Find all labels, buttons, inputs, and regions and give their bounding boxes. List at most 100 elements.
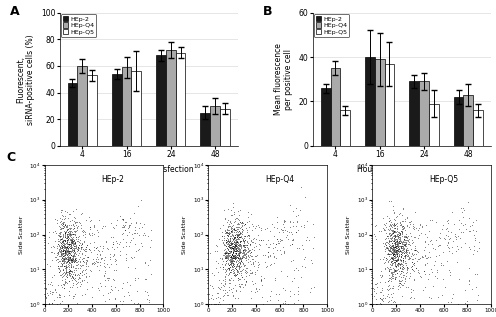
Point xyxy=(69,264,77,269)
Point xyxy=(221,227,229,232)
Point xyxy=(237,220,245,225)
Point xyxy=(70,248,78,253)
Point xyxy=(227,246,235,251)
Point xyxy=(60,255,67,260)
Point xyxy=(205,291,213,296)
Point xyxy=(236,252,244,257)
Point xyxy=(75,273,83,278)
Point xyxy=(238,227,246,232)
Point xyxy=(68,218,76,223)
Point xyxy=(387,245,395,250)
Point xyxy=(66,255,74,260)
Point xyxy=(57,225,65,230)
Point xyxy=(230,240,238,245)
Bar xyxy=(156,55,166,146)
Point xyxy=(442,233,450,238)
Point xyxy=(62,250,69,255)
Point xyxy=(232,250,240,256)
Point xyxy=(60,267,67,272)
Point xyxy=(235,231,243,236)
Point xyxy=(241,239,248,244)
Point xyxy=(135,247,143,252)
Point xyxy=(240,253,248,258)
Point xyxy=(402,248,410,253)
Point xyxy=(390,228,398,233)
Point xyxy=(118,301,126,306)
Point xyxy=(465,216,473,221)
X-axis label: Hours post-transfection: Hours post-transfection xyxy=(103,165,194,173)
Point xyxy=(76,254,84,259)
Point xyxy=(381,230,389,236)
Point xyxy=(227,244,235,249)
Point xyxy=(422,240,430,245)
Point xyxy=(73,225,81,230)
Point xyxy=(71,272,79,277)
Point xyxy=(230,263,238,268)
Point xyxy=(417,230,425,235)
Point xyxy=(67,238,75,243)
Point xyxy=(70,231,78,236)
Point xyxy=(66,244,74,249)
Point xyxy=(48,301,56,306)
Point xyxy=(436,236,444,241)
Point xyxy=(230,247,238,252)
Point xyxy=(405,256,413,261)
Point xyxy=(54,251,62,256)
Point xyxy=(63,224,71,229)
Point xyxy=(229,245,237,250)
Point xyxy=(226,245,234,250)
Point xyxy=(226,255,234,260)
Point xyxy=(388,249,396,255)
Point xyxy=(232,249,240,254)
Point xyxy=(240,233,248,238)
Point xyxy=(74,279,82,284)
Point xyxy=(67,244,75,249)
Point xyxy=(68,243,76,248)
Point xyxy=(473,298,481,303)
Point xyxy=(392,249,400,254)
Point xyxy=(69,254,77,259)
Point xyxy=(376,256,384,262)
Point xyxy=(85,274,93,279)
Point xyxy=(239,256,247,261)
Point xyxy=(392,263,400,268)
Point xyxy=(443,218,451,223)
Point xyxy=(231,256,239,261)
Point xyxy=(393,232,401,237)
Point xyxy=(78,229,86,234)
Point xyxy=(448,245,456,250)
Point xyxy=(61,279,69,284)
Point xyxy=(395,232,403,237)
Point xyxy=(236,256,244,261)
Point xyxy=(394,287,402,292)
Point xyxy=(401,258,409,263)
Point xyxy=(61,256,68,261)
Point xyxy=(395,211,403,217)
Point xyxy=(394,247,402,252)
Point xyxy=(402,238,410,243)
Point xyxy=(57,254,65,259)
Point xyxy=(222,261,230,266)
Point xyxy=(239,261,247,266)
Point xyxy=(241,248,249,253)
Point xyxy=(239,284,247,289)
Point xyxy=(389,252,397,257)
Point xyxy=(237,230,245,236)
Point xyxy=(385,226,393,231)
Point xyxy=(389,228,397,233)
Point xyxy=(234,209,242,214)
Point xyxy=(229,247,237,252)
Point xyxy=(62,239,70,244)
Point xyxy=(230,272,238,277)
Point xyxy=(94,233,102,238)
Point xyxy=(119,285,126,290)
Point xyxy=(224,231,232,236)
Point xyxy=(73,272,81,277)
Point xyxy=(469,228,477,233)
Point xyxy=(391,218,399,223)
Point xyxy=(69,253,77,258)
Point xyxy=(74,247,82,252)
Point xyxy=(127,255,135,260)
Point xyxy=(380,254,388,259)
Point xyxy=(64,259,72,264)
